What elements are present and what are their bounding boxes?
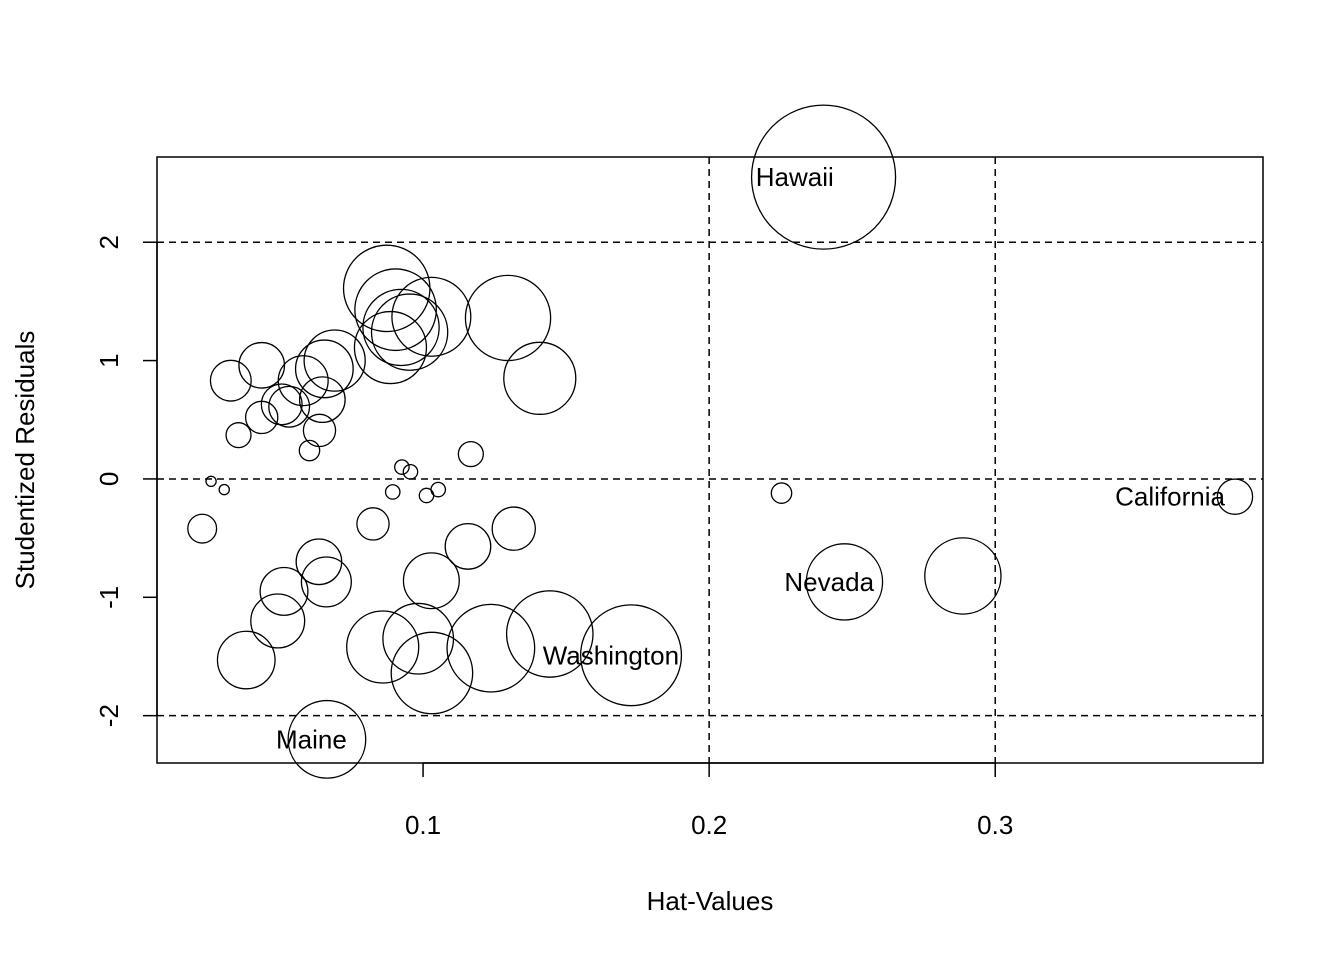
data-point — [370, 293, 449, 371]
data-point — [216, 630, 276, 690]
x-tick-label: 0.2 — [691, 810, 727, 840]
data-points — [187, 104, 1254, 779]
data-point — [391, 276, 472, 357]
data-point — [268, 385, 311, 428]
y-axis: -2 -1 0 1 2 — [94, 235, 158, 727]
point-labels: Hawaii California Nevada Washington Maine — [276, 162, 1225, 754]
data-point — [770, 482, 793, 504]
point-label: Maine — [276, 724, 347, 754]
x-axis: 0.1 0.2 0.3 — [405, 762, 1013, 840]
y-tick-label: 1 — [94, 353, 124, 367]
data-point — [402, 552, 460, 610]
data-point — [384, 484, 401, 500]
data-point — [298, 376, 346, 424]
data-point — [238, 341, 286, 389]
data-point — [259, 566, 309, 616]
data-point — [353, 310, 428, 385]
data-point — [356, 507, 390, 541]
point-label: Hawaii — [756, 162, 834, 192]
data-point — [205, 475, 217, 488]
x-tick-label: 0.1 — [405, 810, 441, 840]
data-point — [300, 556, 352, 608]
data-point — [1216, 478, 1254, 515]
plot-frame — [156, 156, 1264, 764]
data-point — [390, 631, 474, 715]
data-point — [244, 400, 279, 435]
point-label: Nevada — [784, 567, 874, 597]
data-point — [457, 440, 484, 468]
y-tick-label: -2 — [94, 704, 124, 727]
data-point — [362, 288, 440, 367]
data-point — [260, 383, 303, 426]
data-point — [464, 274, 552, 362]
data-point — [354, 268, 437, 352]
data-point — [303, 329, 366, 392]
data-point — [750, 104, 897, 250]
data-point — [250, 593, 306, 649]
y-tick-label: -1 — [94, 586, 124, 609]
data-point — [346, 610, 420, 684]
data-point — [505, 590, 594, 678]
data-point — [805, 543, 884, 621]
data-point — [277, 355, 329, 407]
data-point — [302, 413, 337, 448]
point-label: California — [1115, 482, 1225, 512]
data-point — [287, 699, 367, 779]
data-point — [579, 604, 683, 707]
data-point — [444, 522, 492, 570]
data-point — [294, 339, 354, 399]
data-point — [491, 506, 536, 551]
x-axis-label: Hat-Values — [647, 886, 774, 916]
data-point — [225, 422, 252, 449]
data-point — [503, 341, 577, 415]
data-point — [402, 463, 419, 480]
data-point — [209, 359, 252, 402]
data-point — [446, 603, 536, 693]
data-point — [394, 459, 410, 475]
data-point — [298, 439, 321, 462]
data-point — [187, 513, 218, 544]
y-tick-label: 0 — [94, 472, 124, 486]
y-axis-label: Studentized Residuals — [10, 331, 40, 590]
data-point — [418, 487, 435, 504]
x-tick-label: 0.3 — [977, 810, 1013, 840]
reference-lines — [157, 157, 1263, 763]
point-label: Washington — [543, 640, 679, 670]
y-tick-label: 2 — [94, 235, 124, 249]
data-point — [924, 537, 1002, 615]
data-point — [218, 483, 230, 496]
